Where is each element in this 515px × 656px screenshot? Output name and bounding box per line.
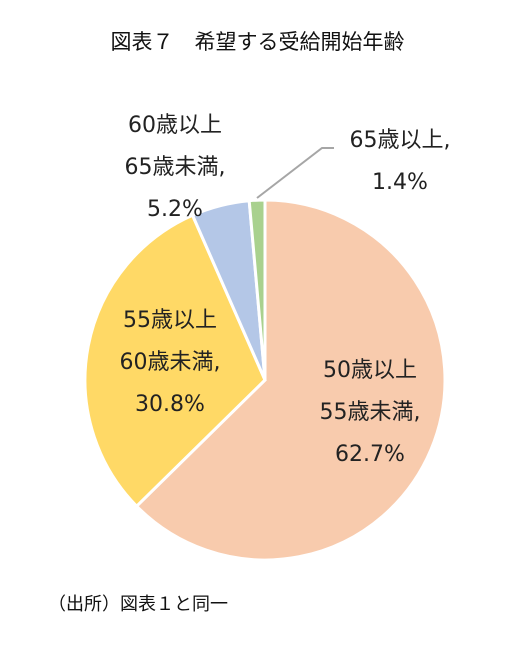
- category-label: 60歳以上 65歳未満,: [124, 113, 226, 180]
- pie-slice: [134, 198, 447, 562]
- slice-label: 50歳以上 55歳未満, 62.7%: [320, 350, 421, 476]
- pie-slice: [83, 213, 267, 509]
- value-label: 5.2%: [147, 197, 203, 222]
- category-label: 50歳以上 55歳未満,: [319, 358, 421, 425]
- category-label: 55歳以上 60歳未満,: [119, 308, 221, 375]
- chart-title: 図表７ 希望する受給開始年齢: [110, 30, 405, 54]
- slice-label: 60歳以上 65歳未満, 5.2%: [125, 105, 226, 231]
- value-label: 30.8%: [135, 392, 205, 417]
- leader-line: [256, 147, 334, 199]
- source-note: （出所）図表１と同一: [48, 594, 228, 615]
- slice-label: 55歳以上 60歳未満, 30.8%: [120, 300, 221, 426]
- pie-slice: [247, 198, 267, 381]
- value-label: 62.7%: [335, 442, 405, 467]
- category-label: 65歳以上,: [349, 128, 451, 153]
- value-label: 1.4%: [372, 170, 428, 195]
- slice-label: 65歳以上, 1.4%: [350, 120, 451, 204]
